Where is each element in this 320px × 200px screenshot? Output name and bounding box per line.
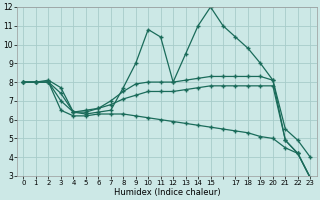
X-axis label: Humidex (Indice chaleur): Humidex (Indice chaleur) — [114, 188, 220, 197]
